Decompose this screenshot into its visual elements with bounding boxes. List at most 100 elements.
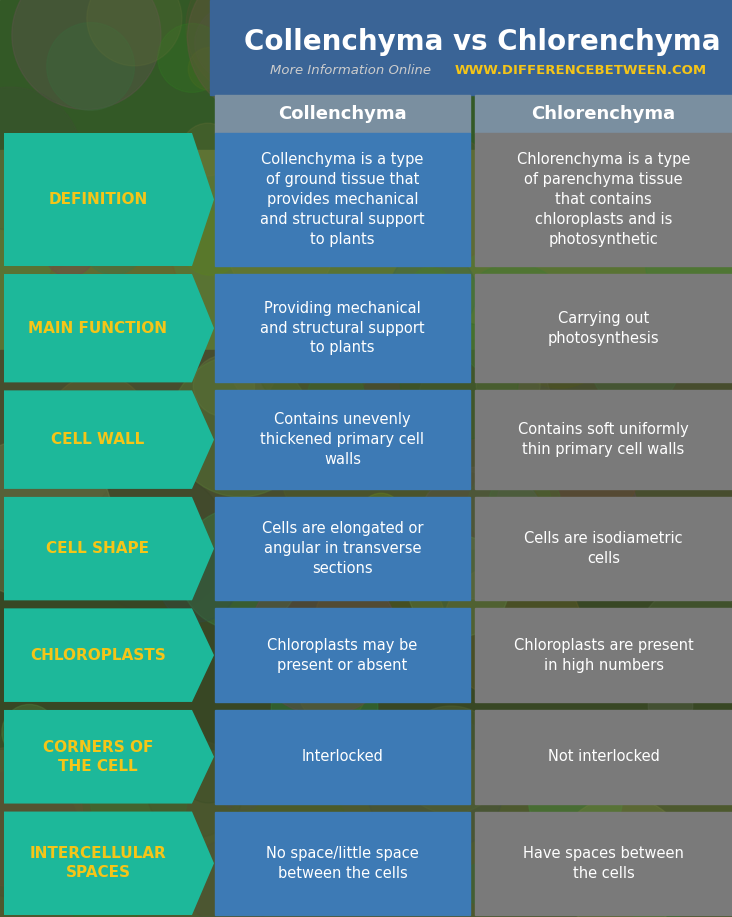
Circle shape [591, 319, 680, 409]
Circle shape [146, 740, 244, 837]
Circle shape [638, 586, 732, 695]
Bar [215, 95, 470, 133]
Circle shape [47, 23, 135, 110]
Polygon shape [4, 274, 214, 382]
Bar [475, 274, 732, 382]
Bar [475, 710, 732, 803]
Text: MAIN FUNCTION: MAIN FUNCTION [29, 321, 168, 336]
Text: Chlorenchyma: Chlorenchyma [531, 105, 676, 123]
Bar [215, 710, 470, 803]
Circle shape [48, 374, 149, 476]
Bar [475, 133, 732, 266]
Bar [0, 550, 732, 750]
Circle shape [529, 410, 641, 522]
Bar [475, 608, 732, 702]
Circle shape [366, 713, 504, 853]
Circle shape [553, 797, 690, 917]
Polygon shape [4, 497, 214, 601]
Circle shape [18, 329, 62, 374]
Circle shape [410, 267, 452, 309]
Bar [215, 391, 470, 489]
Circle shape [186, 0, 333, 101]
Circle shape [272, 656, 378, 762]
Circle shape [182, 749, 236, 803]
Circle shape [82, 212, 145, 275]
Circle shape [342, 145, 419, 223]
Circle shape [0, 747, 83, 887]
Circle shape [159, 544, 237, 622]
Text: Collenchyma is a type
of ground tissue that
provides mechanical
and structural s: Collenchyma is a type of ground tissue t… [260, 152, 425, 247]
Circle shape [507, 282, 613, 388]
Text: CORNERS OF
THE CELL: CORNERS OF THE CELL [42, 740, 153, 774]
Circle shape [622, 856, 691, 917]
Circle shape [169, 355, 311, 497]
Circle shape [222, 779, 353, 909]
Text: Cells are isodiametric
cells: Cells are isodiametric cells [524, 531, 683, 566]
Circle shape [467, 465, 553, 551]
Bar [0, 0, 732, 150]
Bar [0, 150, 732, 350]
Circle shape [195, 6, 269, 81]
Text: Providing mechanical
and structural support
to plants: Providing mechanical and structural supp… [260, 301, 425, 356]
Circle shape [193, 355, 255, 416]
Circle shape [630, 842, 698, 910]
Text: Chloroplasts may be
present or absent: Chloroplasts may be present or absent [267, 637, 418, 672]
Circle shape [86, 471, 228, 613]
Text: No space/little space
between the cells: No space/little space between the cells [266, 845, 419, 880]
Circle shape [460, 864, 501, 904]
Circle shape [307, 367, 365, 424]
Text: Carrying out
photosynthesis: Carrying out photosynthesis [548, 311, 660, 346]
Bar [475, 391, 732, 489]
Bar [0, 350, 732, 550]
Circle shape [649, 684, 692, 728]
Circle shape [179, 211, 243, 275]
Circle shape [72, 870, 139, 917]
Circle shape [42, 264, 116, 337]
Circle shape [529, 753, 622, 846]
Circle shape [495, 443, 638, 586]
Circle shape [645, 182, 732, 336]
Text: INTERCELLULAR
SPACES: INTERCELLULAR SPACES [29, 846, 166, 880]
Circle shape [400, 323, 518, 440]
Text: Collenchyma vs Chlorenchyma: Collenchyma vs Chlorenchyma [244, 28, 720, 56]
Text: More Information Online: More Information Online [270, 63, 431, 76]
Circle shape [45, 226, 94, 277]
Circle shape [12, 0, 161, 109]
Circle shape [264, 309, 305, 350]
Bar [475, 497, 732, 601]
Circle shape [477, 352, 540, 416]
Circle shape [215, 758, 268, 811]
Circle shape [367, 132, 502, 267]
Text: CELL SHAPE: CELL SHAPE [47, 541, 149, 556]
Text: DEFINITION: DEFINITION [48, 192, 148, 207]
Circle shape [539, 10, 696, 168]
Circle shape [255, 299, 371, 414]
Text: Chlorenchyma is a type
of parenchyma tissue
that contains
chloroplasts and is
ph: Chlorenchyma is a type of parenchyma tis… [517, 152, 690, 247]
Polygon shape [4, 133, 214, 266]
Circle shape [559, 0, 665, 63]
Circle shape [157, 24, 227, 93]
Text: CHLOROPLASTS: CHLOROPLASTS [30, 647, 166, 663]
Circle shape [82, 713, 123, 754]
Bar [215, 274, 470, 382]
Circle shape [90, 749, 187, 846]
Bar [215, 812, 470, 915]
Circle shape [187, 839, 277, 917]
Circle shape [360, 493, 403, 536]
Circle shape [228, 194, 334, 301]
Polygon shape [4, 608, 214, 702]
Circle shape [48, 226, 178, 355]
Circle shape [443, 560, 583, 701]
Circle shape [455, 264, 573, 382]
Circle shape [187, 0, 347, 118]
Circle shape [2, 704, 57, 759]
Circle shape [251, 0, 362, 87]
Circle shape [249, 565, 399, 715]
Circle shape [580, 829, 653, 903]
Polygon shape [4, 391, 214, 489]
Circle shape [233, 354, 275, 396]
Bar [215, 133, 470, 266]
Circle shape [417, 339, 551, 473]
Text: WWW.DIFFERENCEBETWEEN.COM: WWW.DIFFERENCEBETWEEN.COM [455, 63, 707, 76]
Circle shape [247, 411, 299, 463]
